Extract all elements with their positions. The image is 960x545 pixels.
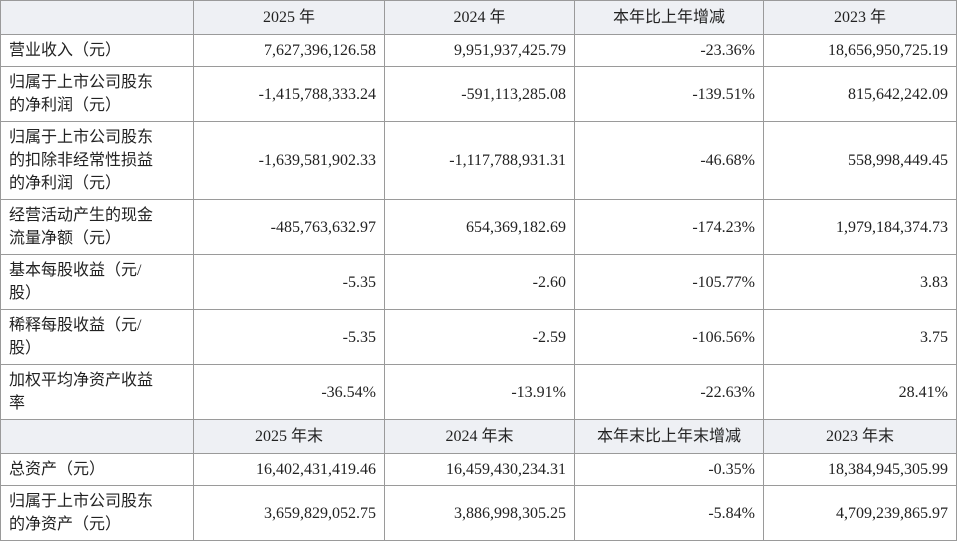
- header-row: 2025 年末 2024 年末 本年末比上年末增减 2023 年末: [0, 419, 957, 454]
- value-cell: 4,709,239,865.97: [763, 485, 957, 541]
- value-cell: 1,979,184,374.73: [763, 199, 957, 255]
- value-cell: -46.68%: [574, 121, 764, 200]
- value-cell: -591,113,285.08: [384, 66, 575, 122]
- row-label: 基本每股收益（元/股）: [9, 262, 142, 302]
- value-cell: 558,998,449.45: [763, 121, 957, 200]
- value-cell: -2.59: [384, 309, 575, 365]
- value-cell: 18,656,950,725.19: [763, 34, 957, 67]
- value-cell: -13.91%: [384, 364, 575, 420]
- row-label-cell: 归属于上市公司股东的净资产（元）: [0, 485, 194, 541]
- data-row: 归属于上市公司股东的净资产（元） 3,659,829,052.75 3,886,99…: [0, 485, 957, 541]
- header-cell: 本年末比上年末增减: [574, 419, 764, 454]
- data-row: 总资产（元） 16,402,431,419.46 16,459,430,234.31…: [0, 453, 957, 486]
- value-cell: 3,886,998,305.25: [384, 485, 575, 541]
- value-cell: -5.35: [193, 254, 385, 310]
- header-cell: 2023 年: [763, 0, 957, 35]
- data-row: 归属于上市公司股东的净利润（元） -1,415,788,333.24 -591,11…: [0, 66, 957, 122]
- value-cell: -5.84%: [574, 485, 764, 541]
- value-cell: 28.41%: [763, 364, 957, 420]
- row-label: 加权平均净资产收益率: [9, 372, 154, 412]
- row-label: 总资产（元）: [9, 461, 106, 478]
- header-row: 2025 年 2024 年本年比上年增减 2023 年: [0, 0, 957, 35]
- corner-cell: [0, 0, 194, 35]
- value-cell: 16,459,430,234.31: [384, 453, 575, 486]
- row-label: 归属于上市公司股东的扣除非经常性损益的净利润（元）: [9, 129, 154, 192]
- value-cell: 18,384,945,305.99: [763, 453, 957, 486]
- value-cell: -1,639,581,902.33: [193, 121, 385, 200]
- value-cell: 16,402,431,419.46: [193, 453, 385, 486]
- row-label: 归属于上市公司股东的净利润（元）: [9, 74, 154, 114]
- data-row: 加权平均净资产收益率 -36.54% -13.91% -22.63% 28.41%: [0, 364, 957, 420]
- row-label-cell: 归属于上市公司股东的净利润（元）: [0, 66, 194, 122]
- row-label: 营业收入（元）: [9, 42, 122, 59]
- value-cell: -106.56%: [574, 309, 764, 365]
- value-cell: 9,951,937,425.79: [384, 34, 575, 67]
- value-cell: -23.36%: [574, 34, 764, 67]
- value-cell: -2.60: [384, 254, 575, 310]
- value-cell: -174.23%: [574, 199, 764, 255]
- header-cell: 2023 年末: [763, 419, 957, 454]
- value-cell: -1,117,788,931.31: [384, 121, 575, 200]
- value-cell: -5.35: [193, 309, 385, 365]
- value-cell: 654,369,182.69: [384, 199, 575, 255]
- row-label-cell: 总资产（元）: [0, 453, 194, 486]
- value-cell: 815,642,242.09: [763, 66, 957, 122]
- value-cell: -485,763,632.97: [193, 199, 385, 255]
- row-label-cell: 归属于上市公司股东的扣除非经常性损益的净利润（元）: [0, 121, 194, 200]
- value-cell: -0.35%: [574, 453, 764, 486]
- data-row: 稀释每股收益（元/股） -5.35 -2.59 -106.56% 3.75: [0, 309, 957, 365]
- value-cell: 3.83: [763, 254, 957, 310]
- row-label-cell: 经营活动产生的现金流量净额（元）: [0, 199, 194, 255]
- value-cell: -105.77%: [574, 254, 764, 310]
- value-cell: 7,627,396,126.58: [193, 34, 385, 67]
- header-cell: 2025 年末: [193, 419, 385, 454]
- row-label-cell: 稀释每股收益（元/股）: [0, 309, 194, 365]
- value-cell: -36.54%: [193, 364, 385, 420]
- corner-cell: [0, 419, 194, 454]
- value-cell: -22.63%: [574, 364, 764, 420]
- value-cell: -139.51%: [574, 66, 764, 122]
- value-cell: 3.75: [763, 309, 957, 365]
- header-cell: 2024 年末: [384, 419, 575, 454]
- row-label: 经营活动产生的现金流量净额（元）: [9, 207, 154, 247]
- row-label-cell: 基本每股收益（元/股）: [0, 254, 194, 310]
- value-cell: 3,659,829,052.75: [193, 485, 385, 541]
- row-label: 归属于上市公司股东的净资产（元）: [9, 493, 154, 533]
- row-label-cell: 加权平均净资产收益率: [0, 364, 194, 420]
- header-cell: 2025 年: [193, 0, 385, 35]
- header-cell: 2024 年: [384, 0, 575, 35]
- value-cell: -1,415,788,333.24: [193, 66, 385, 122]
- data-row: 基本每股收益（元/股） -5.35 -2.60 -105.77% 3.83: [0, 254, 957, 310]
- header-cell: 本年比上年增减: [574, 0, 764, 35]
- data-row: 归属于上市公司股东的扣除非经常性损益的净利润（元） -1,639,581,902.…: [0, 121, 957, 200]
- row-label: 稀释每股收益（元/股）: [9, 317, 142, 357]
- data-row: 营业收入（元） 7,627,396,126.58 9,951,937,425.79-…: [0, 34, 957, 67]
- data-row: 经营活动产生的现金流量净额（元） -485,763,632.97 654,369,1…: [0, 199, 957, 255]
- row-label-cell: 营业收入（元）: [0, 34, 194, 67]
